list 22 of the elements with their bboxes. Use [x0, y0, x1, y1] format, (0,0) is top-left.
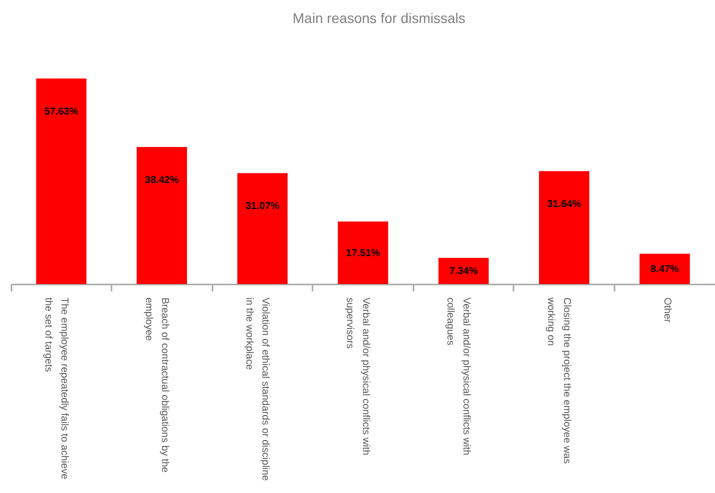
x-tick-label: Closing the project the employee was working on [545, 296, 572, 464]
bar [36, 78, 86, 284]
x-tick-label: Verbal and/or physical conflicts with supervisors [344, 298, 371, 456]
data-label: 38.42% [144, 174, 179, 186]
bar [338, 222, 388, 284]
bar [438, 258, 489, 284]
bar [237, 173, 288, 284]
x-tick-label: Other [662, 298, 673, 324]
x-tick-label: Verbal and/or physical conflicts with colleagues [444, 298, 472, 456]
data-label: 31.07% [245, 201, 280, 212]
bar [640, 254, 690, 284]
bar [136, 146, 187, 284]
x-tick-label: Violation of ethical standards or discipline in the workplace [243, 298, 270, 482]
x-tick-label: The employee repeatedly fails to achieve the set of targets [42, 298, 70, 480]
data-label: 57.63% [44, 106, 78, 118]
x-tick-label: Breach of contractual obligations by the employee [142, 298, 170, 474]
data-label: 8.47% [650, 264, 679, 275]
chart-title: Main reasons for dismissals [292, 10, 466, 26]
data-label: 31.64% [547, 199, 582, 210]
data-label: 17.51% [346, 248, 380, 259]
data-label: 7.34% [449, 266, 478, 277]
bar [539, 171, 590, 284]
